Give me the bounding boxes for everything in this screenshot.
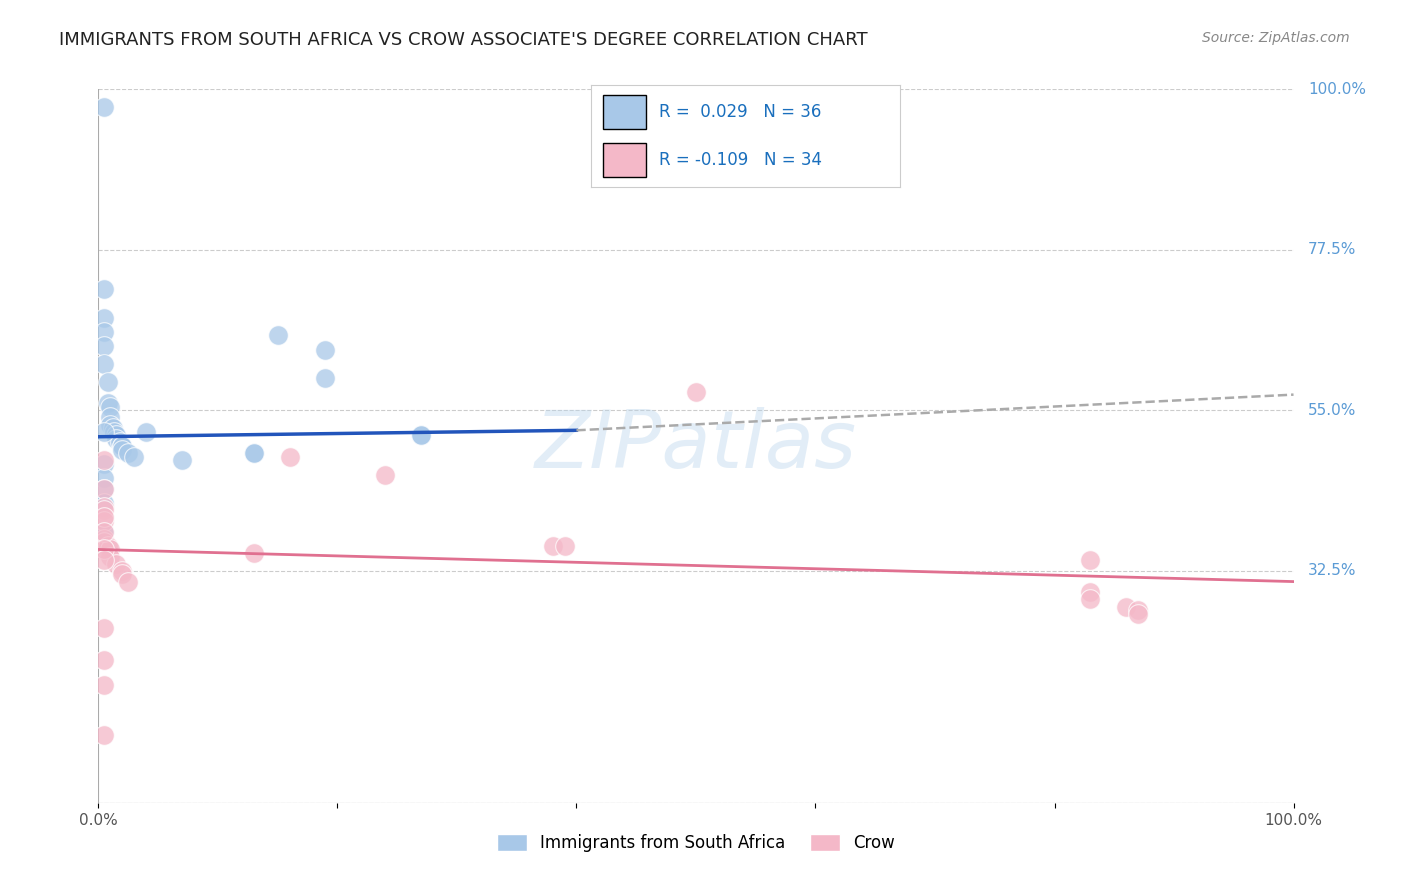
Point <box>374 467 396 482</box>
Point <box>93 678 115 692</box>
Point <box>93 500 115 514</box>
Point <box>1080 592 1102 607</box>
Point <box>111 567 134 582</box>
Point <box>93 310 115 325</box>
Point <box>1128 607 1150 621</box>
Point <box>93 457 115 471</box>
Point <box>98 549 122 564</box>
Point <box>93 503 115 517</box>
Point <box>1115 599 1137 614</box>
Point <box>93 325 115 339</box>
Point <box>98 417 122 432</box>
Point <box>93 510 115 524</box>
Point <box>111 439 134 453</box>
Text: R = -0.109   N = 34: R = -0.109 N = 34 <box>658 151 821 169</box>
Point <box>93 514 115 528</box>
Point <box>1080 553 1102 567</box>
Point <box>103 425 125 439</box>
Text: ZIPatlas: ZIPatlas <box>534 407 858 485</box>
Point <box>97 396 120 410</box>
Text: R =  0.029   N = 36: R = 0.029 N = 36 <box>658 103 821 121</box>
Point <box>93 357 115 371</box>
Point <box>93 339 115 353</box>
Point <box>93 653 115 667</box>
Point <box>93 482 115 496</box>
Point <box>105 428 128 442</box>
Point <box>243 546 266 560</box>
Point <box>1128 603 1150 617</box>
Point <box>135 425 157 439</box>
Point <box>93 524 115 539</box>
Point <box>93 621 115 635</box>
Point <box>117 574 139 589</box>
Point <box>243 446 266 460</box>
Point <box>93 496 115 510</box>
Point <box>124 450 146 464</box>
Point <box>98 410 122 425</box>
Text: IMMIGRANTS FROM SOUTH AFRICA VS CROW ASSOCIATE'S DEGREE CORRELATION CHART: IMMIGRANTS FROM SOUTH AFRICA VS CROW ASS… <box>59 31 868 49</box>
Point <box>1080 585 1102 599</box>
FancyBboxPatch shape <box>603 95 647 128</box>
Point <box>108 435 131 450</box>
Point <box>93 542 115 557</box>
Point <box>411 428 433 442</box>
Point <box>93 482 115 496</box>
Point <box>93 282 115 296</box>
Point <box>105 557 128 571</box>
Legend: Immigrants from South Africa, Crow: Immigrants from South Africa, Crow <box>489 827 903 859</box>
Point <box>243 446 266 460</box>
Point <box>685 385 707 400</box>
Point <box>117 446 139 460</box>
Point <box>172 453 194 467</box>
Text: 100.0%: 100.0% <box>1308 82 1365 96</box>
Point <box>97 539 120 553</box>
Point <box>93 425 115 439</box>
Point <box>101 421 124 435</box>
Point <box>93 100 115 114</box>
Text: 77.5%: 77.5% <box>1308 243 1357 257</box>
Point <box>93 728 115 742</box>
Point <box>93 553 115 567</box>
Point <box>93 524 115 539</box>
Point <box>111 564 134 578</box>
Point <box>111 439 134 453</box>
Point <box>93 471 115 485</box>
Point <box>93 532 115 546</box>
Point <box>98 400 122 414</box>
Text: 32.5%: 32.5% <box>1308 564 1357 578</box>
Point <box>105 432 128 446</box>
Point <box>93 535 115 549</box>
Text: Source: ZipAtlas.com: Source: ZipAtlas.com <box>1202 31 1350 45</box>
Point <box>315 343 337 357</box>
Point <box>315 371 337 385</box>
Point <box>111 442 134 457</box>
Point <box>278 450 301 464</box>
Text: 55.0%: 55.0% <box>1308 403 1357 417</box>
Point <box>97 375 120 389</box>
Point <box>541 539 564 553</box>
Point <box>267 328 290 343</box>
Point <box>554 539 576 553</box>
Point <box>98 542 122 557</box>
Point <box>93 453 115 467</box>
FancyBboxPatch shape <box>603 144 647 177</box>
Point <box>411 428 433 442</box>
